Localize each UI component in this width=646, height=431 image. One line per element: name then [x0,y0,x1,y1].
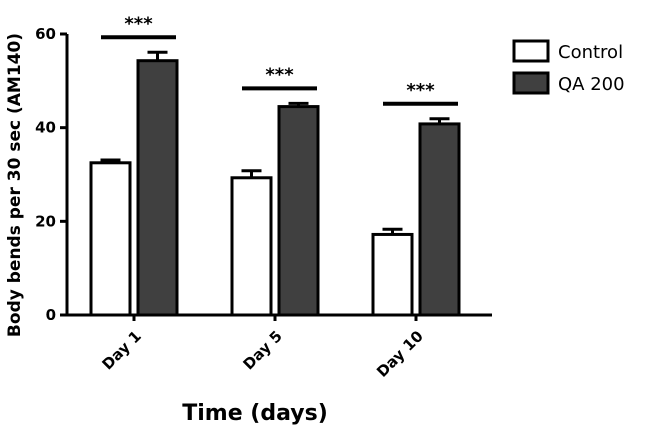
y-tick-label: 0 [46,306,56,324]
y-tick-label: 60 [35,25,56,43]
legend-label-control: Control [558,42,623,63]
legend-swatch-qa200 [512,71,550,95]
plot-area: 0 20 40 60 *** Day 1 *** Day 5 *** Day 10 [35,13,492,381]
legend-swatch-control [512,39,550,63]
y-axis-title: Body bends per 30 sec (AM140) [5,33,25,337]
y-tick-label: 40 [35,119,56,137]
x-tick-label: Day 5 [239,327,285,373]
bar-control [89,161,132,317]
x-axis-title: Time (days) [182,401,328,426]
x-tick-label: Day 10 [373,327,427,381]
bar-qa200 [136,59,179,317]
significance-label: *** [265,64,294,85]
y-tick-label: 20 [35,212,56,230]
bar-qa200 [418,122,461,317]
legend-label-qa200: QA 200 [558,74,625,95]
bar-control [230,176,273,317]
x-tick-label: Day 1 [98,327,144,373]
significance-label: *** [124,13,153,34]
significance-label: *** [406,80,435,101]
legend: Control QA 200 [512,39,625,95]
bar-qa200 [277,105,320,317]
bar-control [371,232,414,317]
